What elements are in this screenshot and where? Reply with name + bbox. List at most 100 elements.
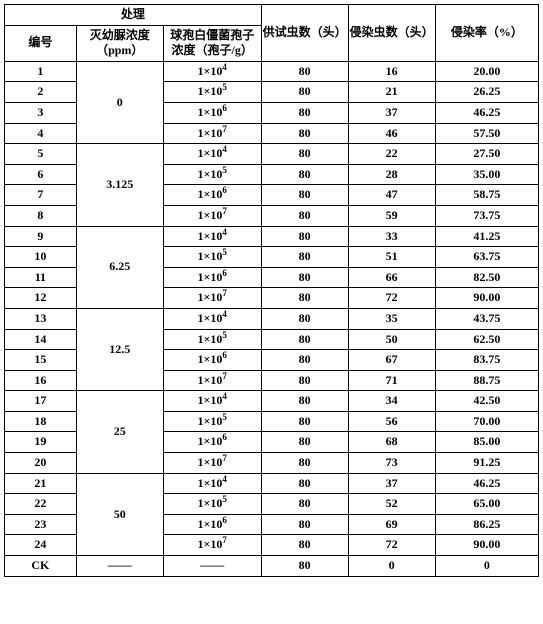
cell-infect-count: 66	[348, 267, 435, 288]
cell-spore-conc: 1×104	[163, 473, 261, 494]
cell-spore-conc: 1×107	[163, 288, 261, 309]
cell-infect-count: 51	[348, 247, 435, 268]
cell-urea-conc: 3.125	[76, 144, 163, 226]
cell-urea-conc: 12.5	[76, 308, 163, 390]
cell-infect-count: 0	[348, 556, 435, 577]
cell-infect-count: 67	[348, 350, 435, 371]
cell-id: 23	[5, 514, 77, 535]
cell-urea-conc: 6.25	[76, 226, 163, 308]
cell-urea-conc: 25	[76, 391, 163, 473]
cell-test-count: 80	[261, 494, 348, 515]
cell-infect-count: 34	[348, 391, 435, 412]
header-infect-count: 侵染虫数（头）	[348, 5, 435, 62]
cell-infect-count: 37	[348, 102, 435, 123]
table-row: 101×104801620.00	[5, 61, 539, 82]
cell-infect-rate: 58.75	[435, 185, 538, 206]
header-treatment: 处理	[5, 5, 262, 26]
cell-id: 19	[5, 432, 77, 453]
cell-test-count: 80	[261, 205, 348, 226]
cell-spore-conc: 1×105	[163, 247, 261, 268]
cell-infect-rate: 91.25	[435, 453, 538, 474]
cell-id: 13	[5, 308, 77, 329]
cell-id: 8	[5, 205, 77, 226]
cell-id: 2	[5, 82, 77, 103]
cell-infect-rate: 20.00	[435, 61, 538, 82]
cell-id: 3	[5, 102, 77, 123]
cell-infect-count: 46	[348, 123, 435, 144]
cell-urea-conc: 0	[76, 61, 163, 143]
cell-test-count: 80	[261, 453, 348, 474]
cell-infect-rate: 41.25	[435, 226, 538, 247]
cell-id: 6	[5, 164, 77, 185]
cell-infect-rate: 35.00	[435, 164, 538, 185]
header-id: 编号	[5, 25, 77, 61]
cell-test-count: 80	[261, 473, 348, 494]
cell-id: 24	[5, 535, 77, 556]
cell-id: 4	[5, 123, 77, 144]
cell-infect-count: 59	[348, 205, 435, 226]
cell-infect-rate: 42.50	[435, 391, 538, 412]
cell-id: 5	[5, 144, 77, 165]
cell-spore-conc: 1×105	[163, 164, 261, 185]
table-row: 17251×104803442.50	[5, 391, 539, 412]
cell-id: 7	[5, 185, 77, 206]
cell-infect-count: 56	[348, 411, 435, 432]
cell-id: CK	[5, 556, 77, 577]
cell-spore-conc: 1×107	[163, 205, 261, 226]
cell-infect-count: 68	[348, 432, 435, 453]
cell-infect-count: 21	[348, 82, 435, 103]
cell-id: 16	[5, 370, 77, 391]
cell-test-count: 80	[261, 288, 348, 309]
cell-infect-rate: 82.50	[435, 267, 538, 288]
cell-id: 14	[5, 329, 77, 350]
cell-id: 22	[5, 494, 77, 515]
cell-test-count: 80	[261, 144, 348, 165]
cell-infect-rate: 86.25	[435, 514, 538, 535]
cell-infect-rate: 88.75	[435, 370, 538, 391]
cell-id: 21	[5, 473, 77, 494]
cell-spore-conc: 1×106	[163, 432, 261, 453]
cell-id: 15	[5, 350, 77, 371]
cell-infect-rate: 26.25	[435, 82, 538, 103]
cell-id: 20	[5, 453, 77, 474]
cell-id: 17	[5, 391, 77, 412]
cell-infect-count: 69	[348, 514, 435, 535]
cell-spore-conc: 1×104	[163, 61, 261, 82]
cell-test-count: 80	[261, 164, 348, 185]
cell-infect-count: 28	[348, 164, 435, 185]
table-header: 处理 供试虫数（头） 侵染虫数（头） 侵染率（%） 编号 灭幼脲浓度（ppm） …	[5, 5, 539, 62]
cell-test-count: 80	[261, 267, 348, 288]
cell-urea-conc: ——	[76, 556, 163, 577]
cell-test-count: 80	[261, 247, 348, 268]
cell-test-count: 80	[261, 61, 348, 82]
header-infect-rate: 侵染率（%）	[435, 5, 538, 62]
cell-spore-conc: 1×104	[163, 226, 261, 247]
cell-test-count: 80	[261, 370, 348, 391]
header-test-count: 供试虫数（头）	[261, 5, 348, 62]
cell-id: 1	[5, 61, 77, 82]
cell-spore-conc: 1×107	[163, 370, 261, 391]
table-row-ck: CK————8000	[5, 556, 539, 577]
cell-spore-conc: 1×106	[163, 102, 261, 123]
cell-infect-rate: 0	[435, 556, 538, 577]
cell-test-count: 80	[261, 82, 348, 103]
cell-infect-rate: 43.75	[435, 308, 538, 329]
cell-spore-conc: 1×105	[163, 411, 261, 432]
cell-infect-count: 37	[348, 473, 435, 494]
cell-id: 12	[5, 288, 77, 309]
cell-test-count: 80	[261, 350, 348, 371]
table-row: 1312.51×104803543.75	[5, 308, 539, 329]
table-row: 53.1251×104802227.50	[5, 144, 539, 165]
cell-infect-rate: 62.50	[435, 329, 538, 350]
cell-test-count: 80	[261, 535, 348, 556]
cell-spore-conc: 1×105	[163, 494, 261, 515]
cell-infect-rate: 90.00	[435, 288, 538, 309]
cell-infect-count: 71	[348, 370, 435, 391]
cell-infect-count: 47	[348, 185, 435, 206]
cell-test-count: 80	[261, 391, 348, 412]
cell-spore-conc: 1×105	[163, 329, 261, 350]
cell-test-count: 80	[261, 308, 348, 329]
cell-infect-count: 72	[348, 535, 435, 556]
cell-test-count: 80	[261, 556, 348, 577]
cell-id: 11	[5, 267, 77, 288]
